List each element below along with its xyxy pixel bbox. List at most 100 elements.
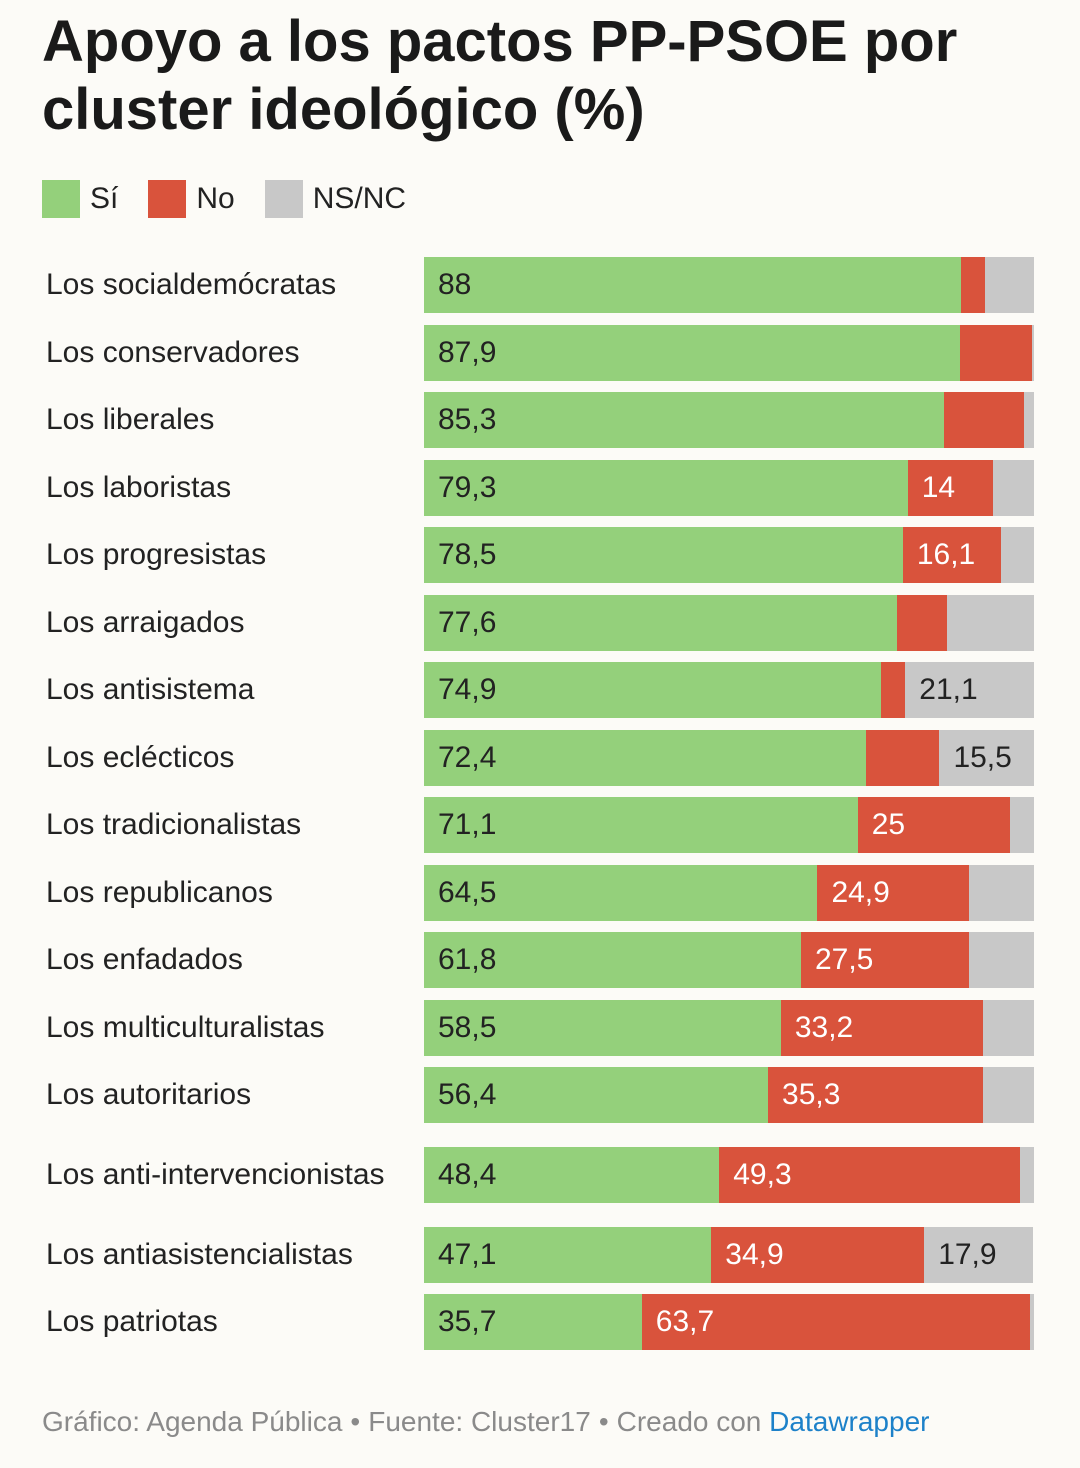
value-label-si: 88 — [438, 268, 472, 301]
value-label-no: 35,3 — [782, 1078, 841, 1111]
bar-row: 61,8 27,5 — [424, 932, 1034, 988]
category-label: Los socialdemócratas — [46, 268, 337, 301]
legend-swatch-si — [42, 180, 80, 218]
value-label-no: 25 — [871, 808, 906, 841]
bar-segment-nsnc — [924, 1227, 1034, 1283]
category-label: Los eclécticos — [46, 741, 235, 774]
value-label-nsnc: 15,5 — [953, 741, 1012, 774]
bar-segment-si — [424, 257, 961, 313]
footer-created: Creado con — [616, 1406, 762, 1437]
bar-segment-si — [424, 797, 858, 853]
legend-item-si: Sí — [42, 180, 118, 218]
bar-row: 47,1 34,9 17,9 — [424, 1227, 1034, 1283]
bar-row: 78,5 16,1 — [424, 527, 1034, 583]
value-label-si: 77,6 — [438, 606, 497, 639]
bar-segment-nsnc — [984, 257, 1034, 313]
bar-segment-no — [719, 1147, 1020, 1203]
bar-segment-si — [424, 595, 898, 651]
bar-segment-nsnc — [983, 1067, 1034, 1123]
bar-segment-si — [424, 392, 945, 448]
value-label-si: 64,5 — [438, 876, 497, 909]
bar-segment-nsnc — [1001, 527, 1034, 583]
bar-segment-no — [711, 1227, 925, 1283]
value-label-no: 14 — [921, 471, 956, 504]
bar-segment-no — [880, 662, 906, 718]
bar-segment-nsnc — [1024, 392, 1034, 448]
category-label: Los conservadores — [46, 336, 300, 369]
footer-separator: • — [350, 1406, 361, 1437]
bar-segment-si — [424, 1227, 712, 1283]
legend-item-nsnc: NS/NC — [264, 180, 406, 218]
legend-swatch-nsnc — [264, 180, 303, 218]
bar-segment-nsnc — [969, 865, 1034, 921]
bar-segment-no — [865, 730, 940, 786]
value-label-si: 79,3 — [438, 471, 497, 504]
value-label-si: 74,9 — [438, 673, 497, 706]
bar-segment-no — [897, 595, 948, 651]
category-label: Los tradicionalistas — [46, 808, 302, 841]
value-label-si: 78,5 — [438, 538, 497, 571]
category-label: Los republicanos — [46, 876, 273, 909]
value-label-si: 72,4 — [438, 741, 497, 774]
category-label: Los anti-intervencionistas — [46, 1158, 385, 1191]
bar-segment-no — [641, 1294, 1031, 1350]
bar-segment-nsnc — [1031, 325, 1034, 381]
footer-separator: • — [598, 1406, 609, 1437]
bar-segment-nsnc — [905, 662, 1034, 718]
bar-row: 88 — [424, 257, 1034, 313]
bar-segment-no — [800, 932, 969, 988]
legend-label-si: Sí — [90, 182, 119, 215]
bar-segment-si — [424, 1000, 781, 1056]
legend-item-no: No — [148, 180, 235, 218]
bar-segment-nsnc — [1019, 1147, 1034, 1203]
bar-segment-si — [424, 527, 903, 583]
bar-segment-no — [902, 527, 1002, 583]
value-label-si: 48,4 — [438, 1158, 497, 1191]
category-label: Los autoritarios — [46, 1078, 252, 1111]
footer-source: Fuente: Cluster17 — [368, 1406, 591, 1437]
bar-row: 64,5 24,9 — [424, 865, 1034, 921]
bar-row: 71,1 25 — [424, 797, 1034, 853]
bar-segment-si — [424, 865, 818, 921]
value-label-si: 61,8 — [438, 943, 497, 976]
value-label-nsnc: 21,1 — [919, 673, 978, 706]
bar-row: 79,3 14 — [424, 460, 1034, 516]
bar-segment-no — [960, 325, 1032, 381]
chart-footer: Gráfico: Agenda Pública • Fuente: Cluster1… — [42, 1406, 929, 1438]
bar-row: 35,7 63,7 — [424, 1294, 1034, 1350]
bar-segment-si — [424, 460, 908, 516]
bar-row: 48,4 49,3 — [424, 1147, 1034, 1203]
legend: Sí No NS/NC — [42, 179, 436, 219]
value-label-no: 24,9 — [831, 876, 890, 909]
value-label-si: 87,9 — [438, 336, 497, 369]
category-label: Los antiasistencialistas — [46, 1238, 353, 1271]
footer-credit: Gráfico: Agenda Pública — [42, 1406, 343, 1437]
bar-row: 77,6 — [424, 595, 1034, 651]
bar-row: 85,3 — [424, 392, 1034, 448]
bar-segment-si — [424, 662, 881, 718]
bar-segment-nsnc — [1010, 797, 1034, 853]
value-label-si: 35,7 — [438, 1305, 497, 1338]
value-label-si: 47,1 — [438, 1238, 497, 1271]
value-label-no: 16,1 — [916, 538, 976, 571]
chart-title: Apoyo a los pactos PP-PSOE por cluster i… — [42, 9, 958, 142]
value-label-si: 85,3 — [438, 403, 497, 436]
bar-segment-no — [907, 460, 994, 516]
bar-segment-si — [424, 932, 801, 988]
category-label: Los laboristas — [46, 471, 232, 504]
datawrapper-link[interactable]: Datawrapper — [769, 1406, 930, 1437]
bar-segment-nsnc — [983, 1000, 1034, 1056]
value-label-no: 63,7 — [655, 1305, 715, 1338]
bar-segment-nsnc — [993, 460, 1034, 516]
value-label-no: 27,5 — [814, 943, 874, 976]
value-label-nsnc: 17,9 — [938, 1238, 997, 1271]
value-label-no: 34,9 — [725, 1238, 784, 1271]
bar-row: 58,5 33,2 — [424, 1000, 1034, 1056]
bar-segment-si — [424, 1067, 769, 1123]
value-label-si: 58,5 — [438, 1011, 497, 1044]
bar-row: 74,9 21,1 — [424, 662, 1034, 718]
value-label-no: 33,2 — [794, 1011, 854, 1044]
category-label: Los enfadados — [46, 943, 243, 976]
bar-segment-si — [424, 730, 866, 786]
